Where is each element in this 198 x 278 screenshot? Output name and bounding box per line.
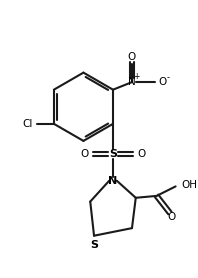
Text: O: O [158, 77, 167, 87]
Text: O: O [168, 212, 176, 222]
Text: S: S [109, 149, 117, 159]
Text: O: O [137, 149, 146, 159]
Text: Cl: Cl [23, 119, 33, 129]
Text: +: + [133, 72, 140, 81]
Text: N: N [108, 176, 118, 186]
Text: OH: OH [181, 180, 197, 190]
Text: N: N [128, 77, 136, 87]
Text: -: - [167, 73, 169, 82]
Text: O: O [128, 53, 136, 63]
Text: O: O [80, 149, 89, 159]
Text: S: S [90, 240, 98, 250]
